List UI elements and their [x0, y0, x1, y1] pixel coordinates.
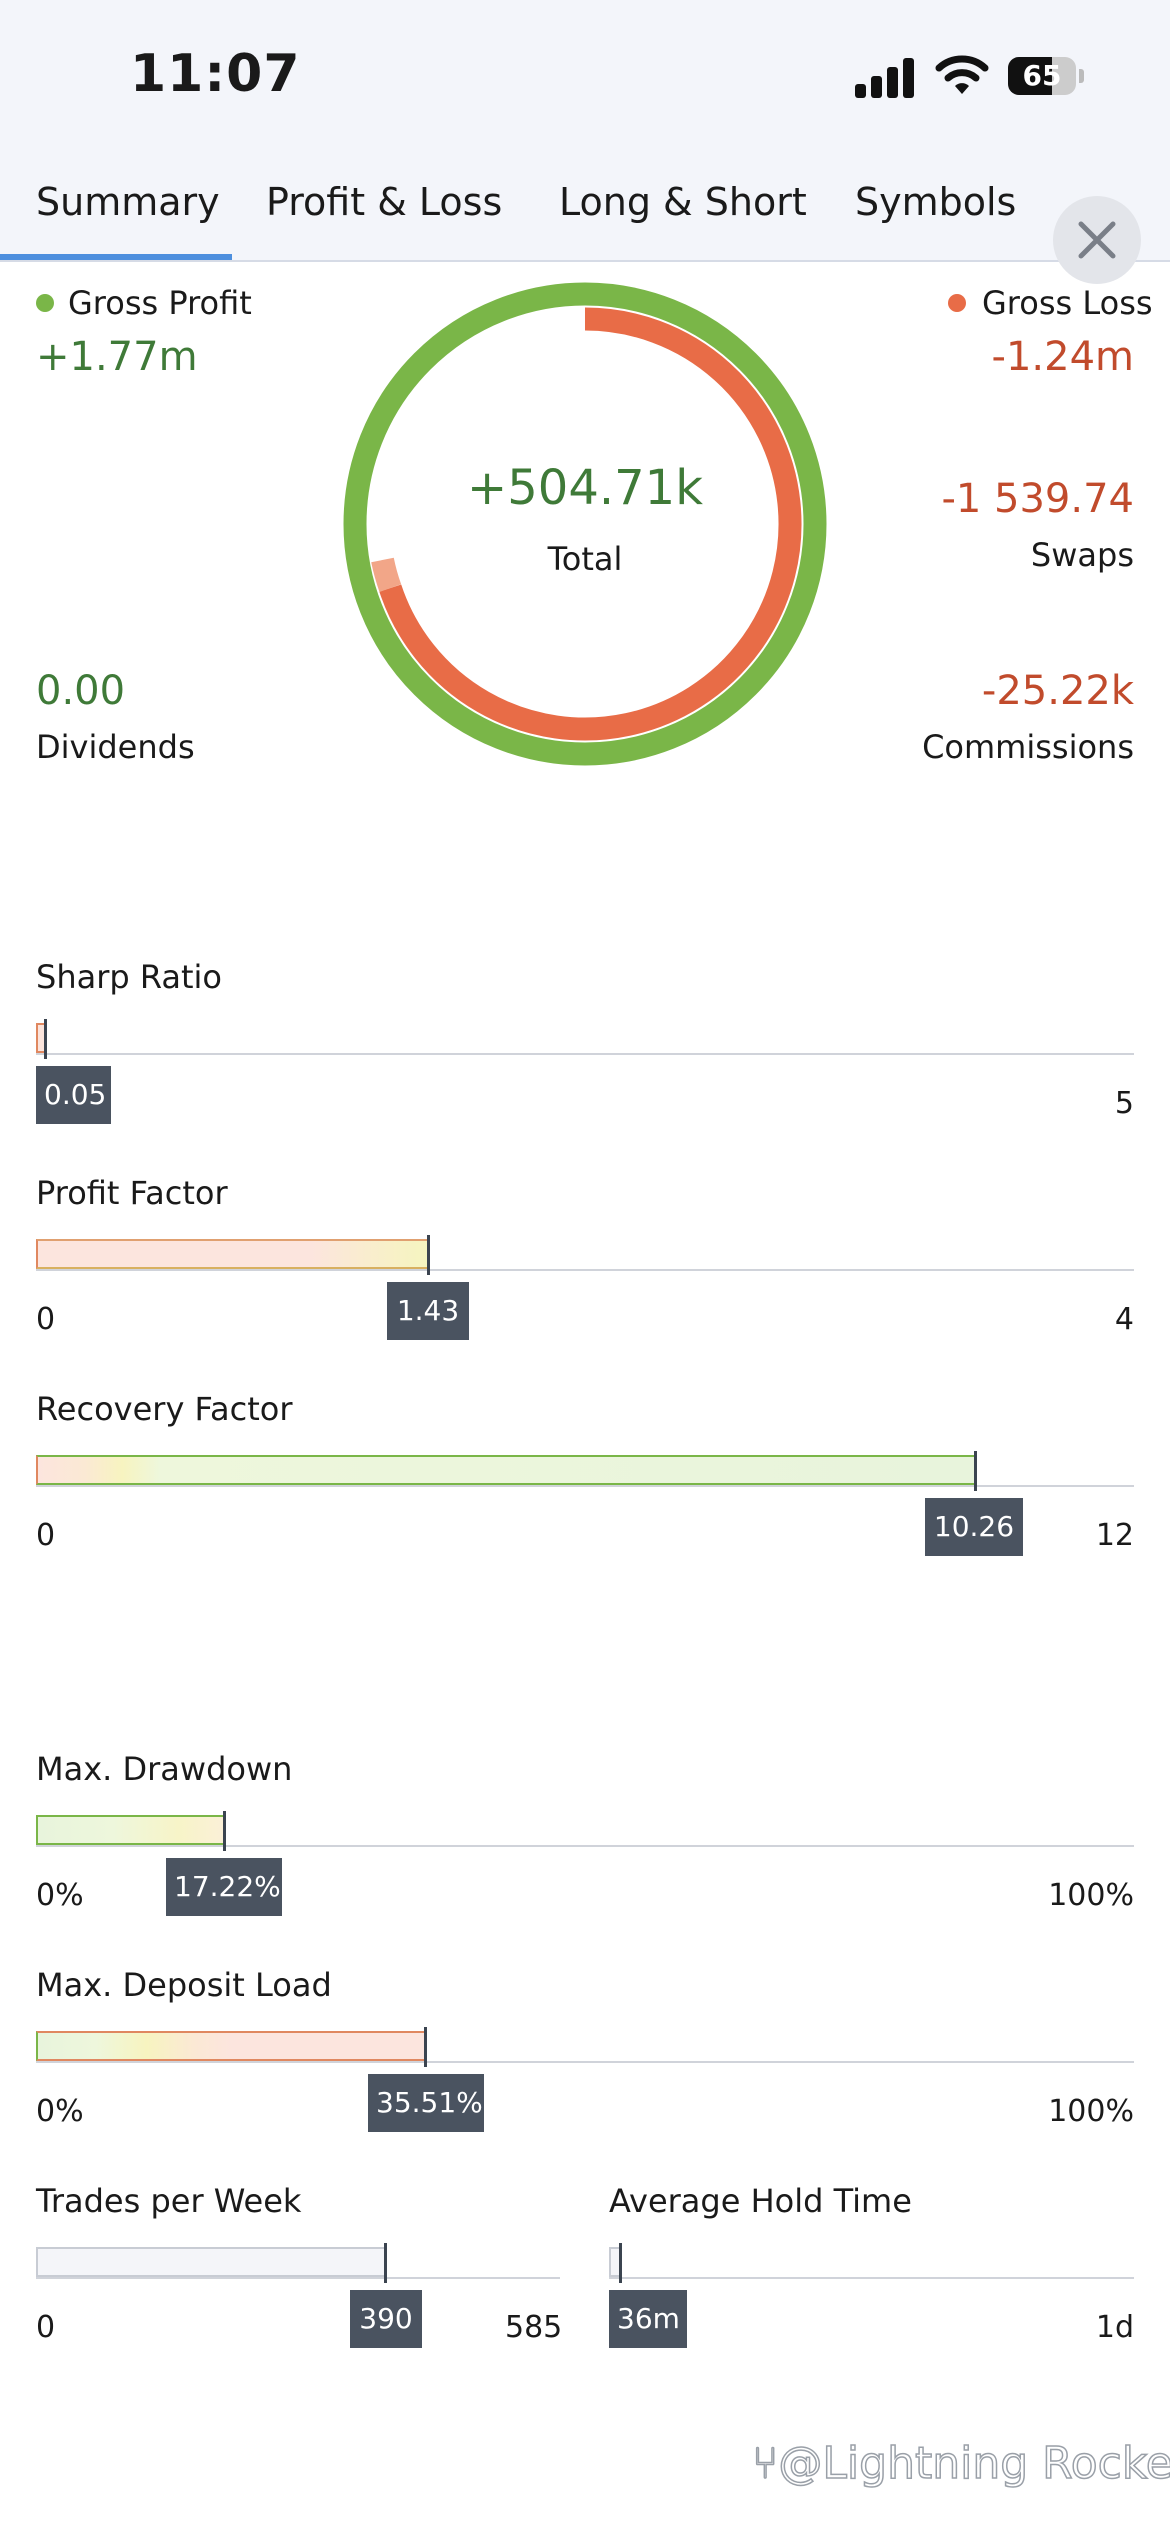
status-time: 11:07	[130, 44, 301, 104]
profit-factor-bar	[36, 1239, 428, 1269]
gross-loss-value: -1.24m	[991, 334, 1134, 380]
swaps-label: Swaps	[1030, 536, 1134, 574]
gross-profit-ring	[343, 282, 827, 766]
tab-symbols[interactable]: Symbols	[855, 180, 1017, 224]
battery-icon: 65	[1008, 57, 1076, 95]
max-deposit-load-track	[36, 2061, 1134, 2063]
sharp-ratio-marker	[44, 1019, 47, 1059]
max-drawdown-track	[36, 1845, 1134, 1847]
dividends-label: Dividends	[36, 728, 195, 766]
dividends-value: 0.00	[36, 668, 126, 714]
average-hold-time-label: Average Hold Time	[609, 2182, 912, 2220]
gross-profit-dot	[36, 294, 54, 312]
recovery-factor-min: 0	[36, 1518, 56, 1553]
profit-factor-marker	[427, 1235, 430, 1275]
close-button[interactable]	[1053, 196, 1141, 284]
average-hold-time-bar	[609, 2247, 621, 2277]
sharp-ratio-bar	[36, 1023, 46, 1053]
recovery-factor-value: 10.26	[925, 1498, 1023, 1556]
average-hold-time-track	[609, 2277, 1134, 2279]
total-label: Total	[547, 540, 623, 578]
recovery-factor-marker	[974, 1451, 977, 1491]
max-drawdown-value: 17.22%	[166, 1858, 282, 1916]
max-drawdown-max: 100%	[1048, 1878, 1134, 1913]
profit-factor-max: 4	[1114, 1302, 1134, 1337]
commissions-label: Commissions	[922, 728, 1134, 766]
signal-icon	[855, 58, 917, 98]
profit-factor-track	[36, 1269, 1134, 1271]
max-deposit-load-max: 100%	[1048, 2094, 1134, 2129]
average-hold-time-max: 1d	[1095, 2310, 1134, 2345]
watermark: ⑂@Lightning Rocket	[751, 2437, 1170, 2490]
profit-loss-ring	[343, 282, 827, 766]
battery-level: 65	[1022, 59, 1062, 92]
trades-per-week-marker	[384, 2243, 387, 2283]
sharp-ratio-track	[36, 1053, 1134, 1055]
recovery-factor-track	[36, 1485, 1134, 1487]
swaps-value: -1 539.74	[941, 476, 1134, 522]
max-drawdown-marker	[223, 1811, 226, 1851]
status-bar: 11:07 65	[0, 0, 1170, 160]
recovery-factor-bar	[36, 1455, 976, 1485]
battery-cap	[1079, 69, 1084, 83]
tab-bar: Summary Profit & Loss Long & Short Symbo…	[0, 160, 1170, 284]
close-icon	[1078, 221, 1116, 259]
trades-per-week-max: 585	[505, 2310, 563, 2345]
max-deposit-load-marker	[424, 2027, 427, 2067]
gross-profit-label: Gross Profit	[68, 284, 252, 322]
tab-profit-loss[interactable]: Profit & Loss	[266, 180, 503, 224]
profit-factor-value: 1.43	[387, 1282, 469, 1340]
max-deposit-load-min: 0%	[36, 2094, 84, 2129]
max-deposit-load-bar	[36, 2031, 425, 2061]
gross-loss-dot	[948, 294, 966, 312]
average-hold-time-marker	[619, 2243, 622, 2283]
profit-factor-min: 0	[36, 1302, 56, 1337]
trades-per-week-min: 0	[36, 2310, 56, 2345]
total-value: +504.71k	[467, 460, 703, 516]
recovery-factor-label: Recovery Factor	[36, 1390, 293, 1428]
gross-loss-label: Gross Loss	[982, 284, 1153, 322]
costs-arc	[371, 557, 402, 592]
max-drawdown-min: 0%	[36, 1878, 84, 1913]
sharp-ratio-label: Sharp Ratio	[36, 958, 222, 996]
max-deposit-load-value: 35.51%	[368, 2074, 484, 2132]
active-tab-indicator	[0, 254, 232, 260]
trades-per-week-bar	[36, 2247, 385, 2277]
profit-factor-label: Profit Factor	[36, 1174, 228, 1212]
sharp-ratio-max: 5	[1114, 1086, 1134, 1121]
trades-per-week-track	[36, 2277, 560, 2279]
max-drawdown-bar	[36, 1815, 225, 1845]
max-deposit-load-label: Max. Deposit Load	[36, 1966, 332, 2004]
wifi-icon	[935, 55, 989, 94]
gross-loss-arc	[379, 307, 802, 741]
trades-per-week-value: 390	[350, 2290, 422, 2348]
max-drawdown-label: Max. Drawdown	[36, 1750, 293, 1788]
tab-long-short[interactable]: Long & Short	[559, 180, 807, 224]
tab-summary[interactable]: Summary	[36, 180, 220, 224]
gross-profit-value: +1.77m	[36, 334, 198, 380]
commissions-value: -25.22k	[981, 668, 1134, 714]
sharp-ratio-value: 0.05	[36, 1066, 111, 1124]
recovery-factor-max: 12	[1095, 1518, 1134, 1553]
trades-per-week-label: Trades per Week	[36, 2182, 302, 2220]
average-hold-time-value: 36m	[609, 2290, 687, 2348]
